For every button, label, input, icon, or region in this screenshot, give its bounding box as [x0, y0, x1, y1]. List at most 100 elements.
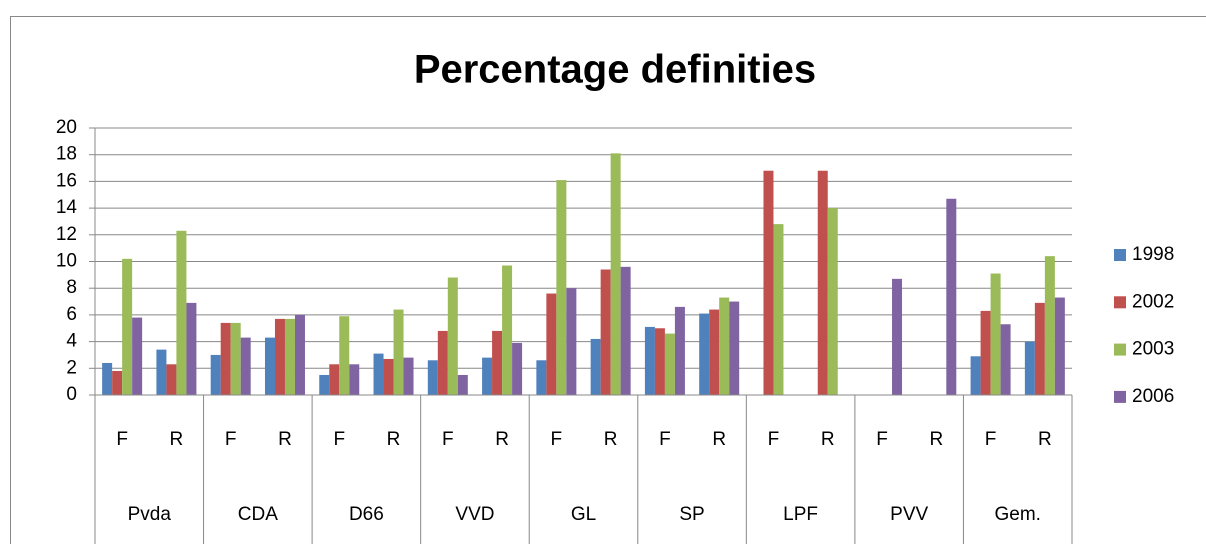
- bar: [230, 322, 241, 395]
- bar: [644, 326, 655, 395]
- bar: [373, 353, 384, 395]
- bar: [427, 360, 438, 395]
- bar: [1054, 297, 1065, 395]
- bar: [719, 297, 730, 395]
- y-tick-label: 20: [56, 117, 77, 138]
- bar: [709, 309, 720, 395]
- x-group-label: SP: [679, 504, 704, 525]
- legend-key: [1114, 249, 1126, 261]
- bar: [546, 293, 557, 395]
- x-tick-label: F: [659, 429, 671, 450]
- x-tick-label: F: [116, 429, 128, 450]
- bar: [403, 357, 414, 395]
- x-tick-label: F: [333, 429, 345, 450]
- legend-key: [1114, 296, 1126, 309]
- x-tick-label: F: [876, 429, 888, 450]
- x-group-label: Pvda: [128, 504, 172, 525]
- bar: [773, 224, 784, 395]
- bar: [393, 309, 404, 395]
- x-tick-label: R: [495, 429, 509, 450]
- legend-key: [1114, 343, 1126, 356]
- bar: [1044, 256, 1055, 395]
- bar: [166, 364, 177, 395]
- legend-label: 2006: [1132, 386, 1174, 407]
- bar: [892, 278, 903, 395]
- x-group-label: Gem.: [994, 504, 1040, 525]
- x-group-label: GL: [571, 504, 596, 525]
- legend-key: [1114, 390, 1126, 403]
- y-tick-label: 2: [66, 357, 77, 378]
- bar: [817, 170, 828, 395]
- bar: [980, 310, 991, 395]
- y-tick-label: 0: [66, 384, 77, 405]
- x-tick-label: R: [604, 429, 618, 450]
- x-tick-label: R: [1038, 429, 1052, 450]
- bar: [536, 360, 547, 395]
- bar: [729, 301, 740, 395]
- bar: [827, 208, 838, 395]
- x-group-label: D66: [349, 504, 384, 525]
- bar: [946, 198, 957, 395]
- legend-label: 2003: [1132, 339, 1174, 360]
- bar: [220, 322, 231, 395]
- bar: [319, 374, 330, 395]
- x-tick-label: F: [768, 429, 780, 450]
- bar: [240, 337, 251, 395]
- bar: [674, 306, 685, 395]
- x-group-label: VVD: [455, 504, 494, 525]
- bar: [1000, 324, 1011, 395]
- bar: [590, 338, 601, 395]
- x-tick-label: R: [278, 429, 292, 450]
- bar: [156, 349, 167, 395]
- bar: [990, 273, 1001, 395]
- y-tick-label: 10: [56, 251, 77, 272]
- x-tick-label: F: [225, 429, 237, 450]
- y-tick-label: 6: [66, 304, 77, 325]
- bar: [210, 354, 221, 395]
- y-tick-label: 18: [56, 144, 77, 165]
- x-tick-label: R: [821, 429, 835, 450]
- bar: [349, 364, 360, 395]
- bar: [763, 170, 774, 395]
- bar: [512, 342, 523, 395]
- bar: [457, 374, 468, 395]
- x-tick-label: F: [985, 429, 997, 450]
- x-tick-label: F: [551, 429, 563, 450]
- bar: [502, 265, 513, 395]
- x-group-label: PVV: [890, 504, 928, 525]
- bar: [610, 153, 621, 395]
- bar: [274, 318, 285, 395]
- y-tick-label: 8: [66, 277, 77, 298]
- y-tick-label: 12: [56, 224, 77, 245]
- x-group-label: CDA: [238, 504, 278, 525]
- bar: [699, 313, 710, 395]
- y-tick-label: 14: [56, 197, 78, 218]
- bar: [339, 316, 350, 395]
- bar: [437, 330, 448, 395]
- legend-label: 1998: [1132, 244, 1174, 265]
- x-tick-label: F: [442, 429, 454, 450]
- legend-label: 2002: [1132, 291, 1174, 312]
- bar: [1024, 341, 1035, 395]
- bar: [482, 357, 493, 395]
- bar: [383, 358, 394, 395]
- bar: [132, 317, 143, 395]
- bar: [664, 333, 675, 395]
- bar: [1034, 302, 1045, 395]
- bar: [566, 288, 577, 395]
- bar: [102, 362, 113, 395]
- bar: [970, 356, 981, 395]
- bar: [294, 314, 305, 395]
- bar: [654, 328, 665, 395]
- bar: [112, 370, 123, 395]
- x-tick-label: R: [387, 429, 401, 450]
- x-tick-label: R: [929, 429, 943, 450]
- bar: [284, 318, 295, 395]
- bar: [447, 277, 458, 395]
- bar: [264, 337, 275, 395]
- bar: [620, 266, 631, 395]
- bar: [176, 230, 187, 395]
- y-tick-label: 16: [56, 170, 77, 191]
- bar: [329, 364, 340, 395]
